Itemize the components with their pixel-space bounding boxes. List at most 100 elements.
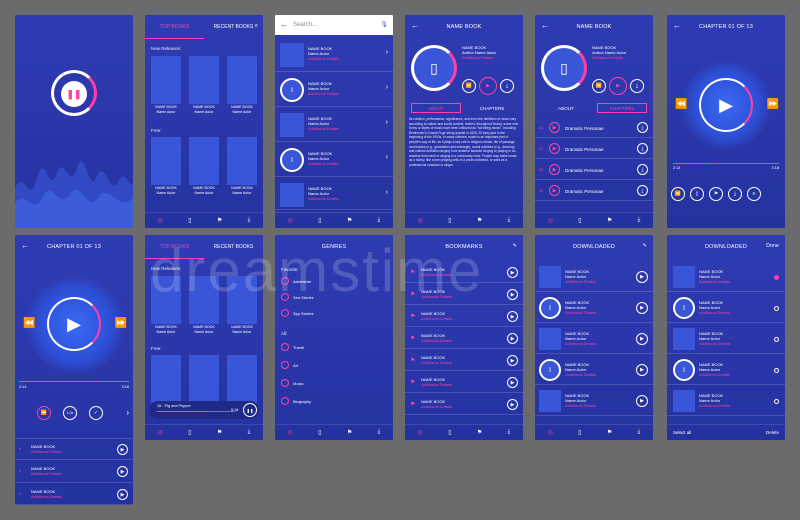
book-icon[interactable]: ▯ <box>188 430 192 436</box>
chevron-right-icon[interactable]: › <box>126 408 129 417</box>
download-icon[interactable]: ⤓ <box>507 429 511 435</box>
play-icon[interactable]: ▶ <box>507 267 518 278</box>
book-cover[interactable] <box>189 276 219 324</box>
pause-icon[interactable]: ❚❚ <box>243 403 257 417</box>
back-icon[interactable]: ← <box>541 21 550 30</box>
home-icon[interactable]: ◎ <box>417 430 423 436</box>
book-cover[interactable] <box>151 276 181 324</box>
play-icon[interactable]: ▶ <box>117 466 128 477</box>
play-icon[interactable]: ▶ <box>549 122 560 133</box>
play-button[interactable]: ▶ <box>699 78 753 132</box>
book-cover[interactable] <box>227 56 257 104</box>
list-item[interactable]: NAME BOOK Name Autor Additional Details › <box>275 180 393 210</box>
back-icon[interactable]: ← <box>673 21 682 30</box>
back-icon[interactable]: ← <box>21 241 30 250</box>
book-cover[interactable] <box>189 355 219 403</box>
genre-item[interactable]: Music <box>281 379 303 387</box>
list-item[interactable]: ≡ NAME BOOK Additional Details ▶ <box>15 461 133 483</box>
tab-about[interactable]: ABOUT <box>411 103 461 113</box>
select-radio[interactable] <box>774 368 779 373</box>
home-icon[interactable]: ◎ <box>547 430 553 436</box>
back-icon[interactable]: ← <box>411 21 420 30</box>
chapter-row[interactable]: 02 ▶ Dramatic Personae ⤓ <box>535 139 653 159</box>
bookmark-row[interactable]: ⚑ NAME BOOK Additional Details ▶ <box>405 329 523 349</box>
home-icon[interactable]: ◎ <box>287 218 293 224</box>
download-icon[interactable]: ⤓ <box>637 429 641 435</box>
bookmark-icon[interactable]: ⚑ <box>346 430 353 436</box>
home-icon[interactable]: ◎ <box>157 430 163 436</box>
play-button[interactable]: ▶ <box>47 297 101 351</box>
play-icon[interactable]: ▶ <box>507 289 518 300</box>
download-row[interactable]: NAME BOOK Name Autor Additional Details ▶ <box>535 263 653 292</box>
download-icon[interactable]: ⤓ <box>377 429 381 435</box>
play-icon[interactable]: ▶ <box>479 77 497 95</box>
book-cover[interactable] <box>227 355 257 403</box>
forward-icon[interactable]: ⏩ <box>766 99 779 110</box>
book-icon[interactable]: ▯ <box>448 218 452 224</box>
rewind-icon[interactable]: ⏪ <box>462 79 476 93</box>
download-icon[interactable]: ⤓ <box>637 122 648 133</box>
progress-track[interactable] <box>673 163 779 164</box>
download-icon[interactable]: ⤓ <box>637 143 648 154</box>
timer-icon[interactable]: ✓ <box>89 406 103 420</box>
bookmark-row[interactable]: ⚑ NAME BOOK Additional Details ▶ <box>405 395 523 415</box>
book-icon[interactable]: ▯ <box>578 430 582 436</box>
select-all-button[interactable]: Select all <box>673 430 692 435</box>
mini-player[interactable]: 16 - Pig and Pepper 5:18 ❚❚ <box>149 401 259 419</box>
list-item[interactable]: ≡ NAME BOOK Additional Details ▶ <box>15 484 133 505</box>
bookmark-row[interactable]: ⚑ NAME BOOK Additional Details ▶ <box>405 285 523 305</box>
select-radio[interactable] <box>774 337 779 342</box>
download-row[interactable]: ▯ NAME BOOK Name Autor Additional Details <box>667 356 785 385</box>
book-cover[interactable] <box>151 56 181 104</box>
home-icon[interactable]: ◎ <box>287 430 293 436</box>
tab-top-books[interactable]: TOP BOOKS <box>145 15 204 39</box>
book-cover[interactable] <box>151 137 181 185</box>
list-item[interactable]: NAME BOOK Name Autor Additional Details › <box>275 110 393 142</box>
play-icon[interactable]: ▶ <box>117 489 128 500</box>
list-item[interactable]: NAME BOOK Name Autor Additional Details › <box>275 40 393 72</box>
tab-recent-books[interactable]: RECENT BOOKS <box>213 244 254 250</box>
sleep-icon[interactable]: ▯ <box>690 187 704 201</box>
chapter-row[interactable]: 01 ▶ Dramatic Personae ⤓ <box>535 118 653 138</box>
delete-button[interactable]: Delete <box>765 430 779 435</box>
list-item[interactable]: ▯ NAME BOOK Name Autor Additional Details › <box>275 145 393 177</box>
genre-item[interactable]: Adventure <box>281 277 311 285</box>
home-icon[interactable]: ◎ <box>417 218 423 224</box>
bookmark-row[interactable]: ⚑ NAME BOOK Additional Details ▶ <box>405 307 523 327</box>
play-icon[interactable]: ▶ <box>507 333 518 344</box>
list-item[interactable]: ≡ NAME BOOK Additional Details ▶ <box>15 438 133 460</box>
home-icon[interactable]: ◎ <box>547 218 553 224</box>
mic-icon[interactable]: 🎙 <box>380 22 388 28</box>
download-icon[interactable]: ⤓ <box>247 217 251 223</box>
book-icon[interactable]: ▯ <box>448 430 452 436</box>
download-row[interactable]: NAME BOOK Name Autor Additional Details <box>667 263 785 292</box>
book-cover[interactable] <box>227 276 257 324</box>
book-icon[interactable]: ▯ <box>578 218 582 224</box>
bookmark-icon[interactable]: ⚑ <box>709 187 723 201</box>
book-cover[interactable] <box>151 355 181 403</box>
play-icon[interactable]: ▶ <box>507 399 518 410</box>
download-icon[interactable]: ⤓ <box>728 187 742 201</box>
download-icon[interactable]: ⤓ <box>500 79 514 93</box>
book-cover[interactable] <box>189 137 219 185</box>
book-icon[interactable]: ▯ <box>318 218 322 224</box>
select-radio[interactable] <box>774 399 779 404</box>
genre-item[interactable]: Spy Stories <box>281 309 313 317</box>
play-icon[interactable]: ▶ <box>636 302 648 314</box>
bookmark-icon[interactable]: ⚑ <box>476 430 483 436</box>
chapter-row[interactable]: 03 ▶ Dramatic Personae ⤓ <box>535 160 653 180</box>
play-icon[interactable]: ▶ <box>636 364 648 376</box>
rewind-icon[interactable]: ⏪ <box>592 79 606 93</box>
done-button[interactable]: Done <box>766 243 779 249</box>
speed-button[interactable]: 1.0x <box>63 406 77 420</box>
download-icon[interactable]: ⤓ <box>630 79 644 93</box>
tab-chapters[interactable]: CHAPTERS <box>479 105 505 111</box>
list-item[interactable]: ▯ NAME BOOK Name Autor Additional Details › <box>275 75 393 107</box>
play-icon[interactable]: ▶ <box>549 185 560 196</box>
download-row[interactable]: NAME BOOK Name Autor Additional Details <box>667 387 785 416</box>
playlist-icon[interactable]: ≡ <box>747 187 761 201</box>
select-radio[interactable] <box>774 306 779 311</box>
download-row[interactable]: ▯ NAME BOOK Name Autor Additional Details ▶ <box>535 356 653 385</box>
select-radio[interactable] <box>774 275 779 280</box>
bookmark-icon[interactable]: ⚑ <box>606 218 613 224</box>
